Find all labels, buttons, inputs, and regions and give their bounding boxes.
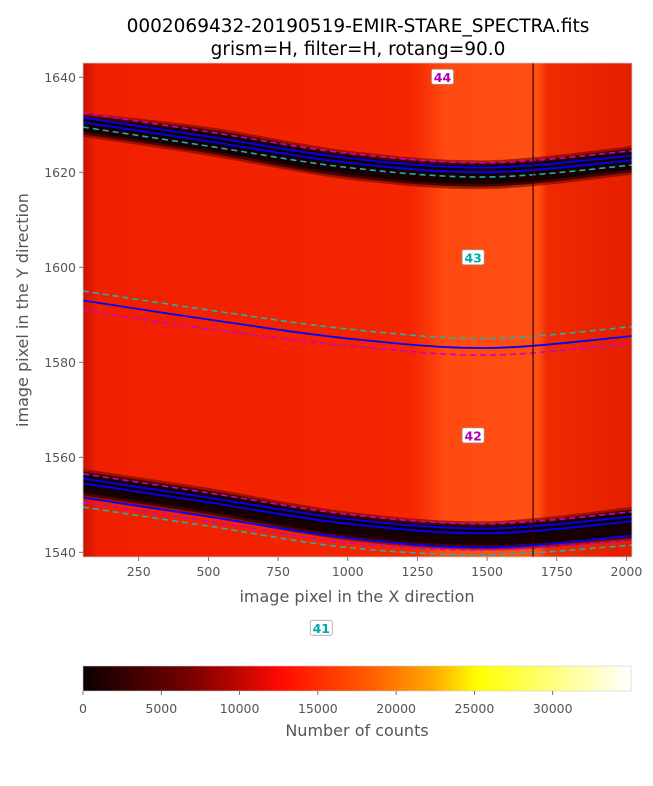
slit-label: 43 xyxy=(461,249,485,266)
x-axis-label: image pixel in the X direction xyxy=(239,587,474,606)
colorbar-tick-label: 25000 xyxy=(455,701,495,716)
colorbar-gradient xyxy=(82,665,632,692)
colorbar-tick-label: 10000 xyxy=(220,701,260,716)
plot-area xyxy=(82,62,633,558)
colorbar-label: Number of counts xyxy=(285,721,428,740)
slit-label: 41 xyxy=(309,619,333,636)
boundary-curve xyxy=(83,477,632,530)
colorbar-tick-label: 5000 xyxy=(145,701,177,716)
x-tick-label: 2000 xyxy=(611,564,643,579)
boundary-curve xyxy=(83,506,632,556)
y-axis-label: image pixel in the Y direction xyxy=(13,193,32,427)
slit-label-box xyxy=(431,68,454,85)
boundary-curve xyxy=(83,112,632,164)
boundary-curve xyxy=(83,121,632,174)
boundary-curve xyxy=(83,501,632,551)
boundary-curve xyxy=(83,496,632,549)
chart-title: 0002069432-20190519-EMIR-STARE_SPECTRA.f… xyxy=(127,16,590,37)
colorbar-tick-label: 0 xyxy=(79,701,87,716)
slit-label-text: 44 xyxy=(434,70,452,85)
colorbar-tick-label: 30000 xyxy=(533,701,573,716)
x-tick-label: 1500 xyxy=(471,564,503,579)
slit-label-text: 41 xyxy=(313,621,330,636)
x-tick-label: 1750 xyxy=(541,564,573,579)
y-tick-label: 1580 xyxy=(44,355,76,370)
slit-label: 42 xyxy=(461,427,485,444)
y-axis-ticks: 1540 1560 1580 1600 1620 1640 xyxy=(44,70,83,560)
y-tick-label: 1540 xyxy=(44,545,76,560)
slit-label-box xyxy=(461,249,485,266)
x-tick-label: 500 xyxy=(196,564,220,579)
x-tick-label: 1000 xyxy=(332,564,364,579)
y-tick-label: 1560 xyxy=(44,450,76,465)
boundary-curve xyxy=(83,309,632,356)
slit-label-text: 42 xyxy=(464,428,481,443)
colorbar-ticks: 0 5000 10000 15000 20000 25000 30000 xyxy=(79,691,573,716)
boundary-curve xyxy=(83,290,632,340)
boundary-curve xyxy=(83,482,632,535)
x-axis-ticks: 250 500 750 1000 1250 1500 1750 2000 xyxy=(127,557,643,579)
x-tick-label: 250 xyxy=(127,564,151,579)
gap-edge-bottom xyxy=(83,131,632,190)
y-tick-label: 1600 xyxy=(44,260,76,275)
boundary-curve xyxy=(83,299,632,349)
slit-label: 44 xyxy=(431,68,454,85)
x-tick-label: 1250 xyxy=(402,564,434,579)
slit-label-box xyxy=(461,427,485,444)
slit-label-box xyxy=(309,619,333,636)
colorbar-tick-label: 20000 xyxy=(376,701,416,716)
boundary-curve xyxy=(83,473,632,525)
slit-labels: 44 43 42 41 xyxy=(309,68,485,636)
plot-frame xyxy=(82,62,633,558)
curves-layer xyxy=(83,112,632,556)
y-tick-label: 1640 xyxy=(44,70,76,85)
boundary-curve xyxy=(83,126,632,178)
chart-subtitle: grism=H, filter=H, rotang=90.0 xyxy=(211,39,506,60)
slit-label-text: 43 xyxy=(464,250,481,265)
colorbar: 0 5000 10000 15000 20000 25000 30000 Number of… xyxy=(79,665,632,740)
boundary-curve xyxy=(83,116,632,169)
colorbar-tick-label: 15000 xyxy=(298,701,338,716)
y-tick-label: 1620 xyxy=(44,165,76,180)
x-tick-label: 750 xyxy=(266,564,290,579)
